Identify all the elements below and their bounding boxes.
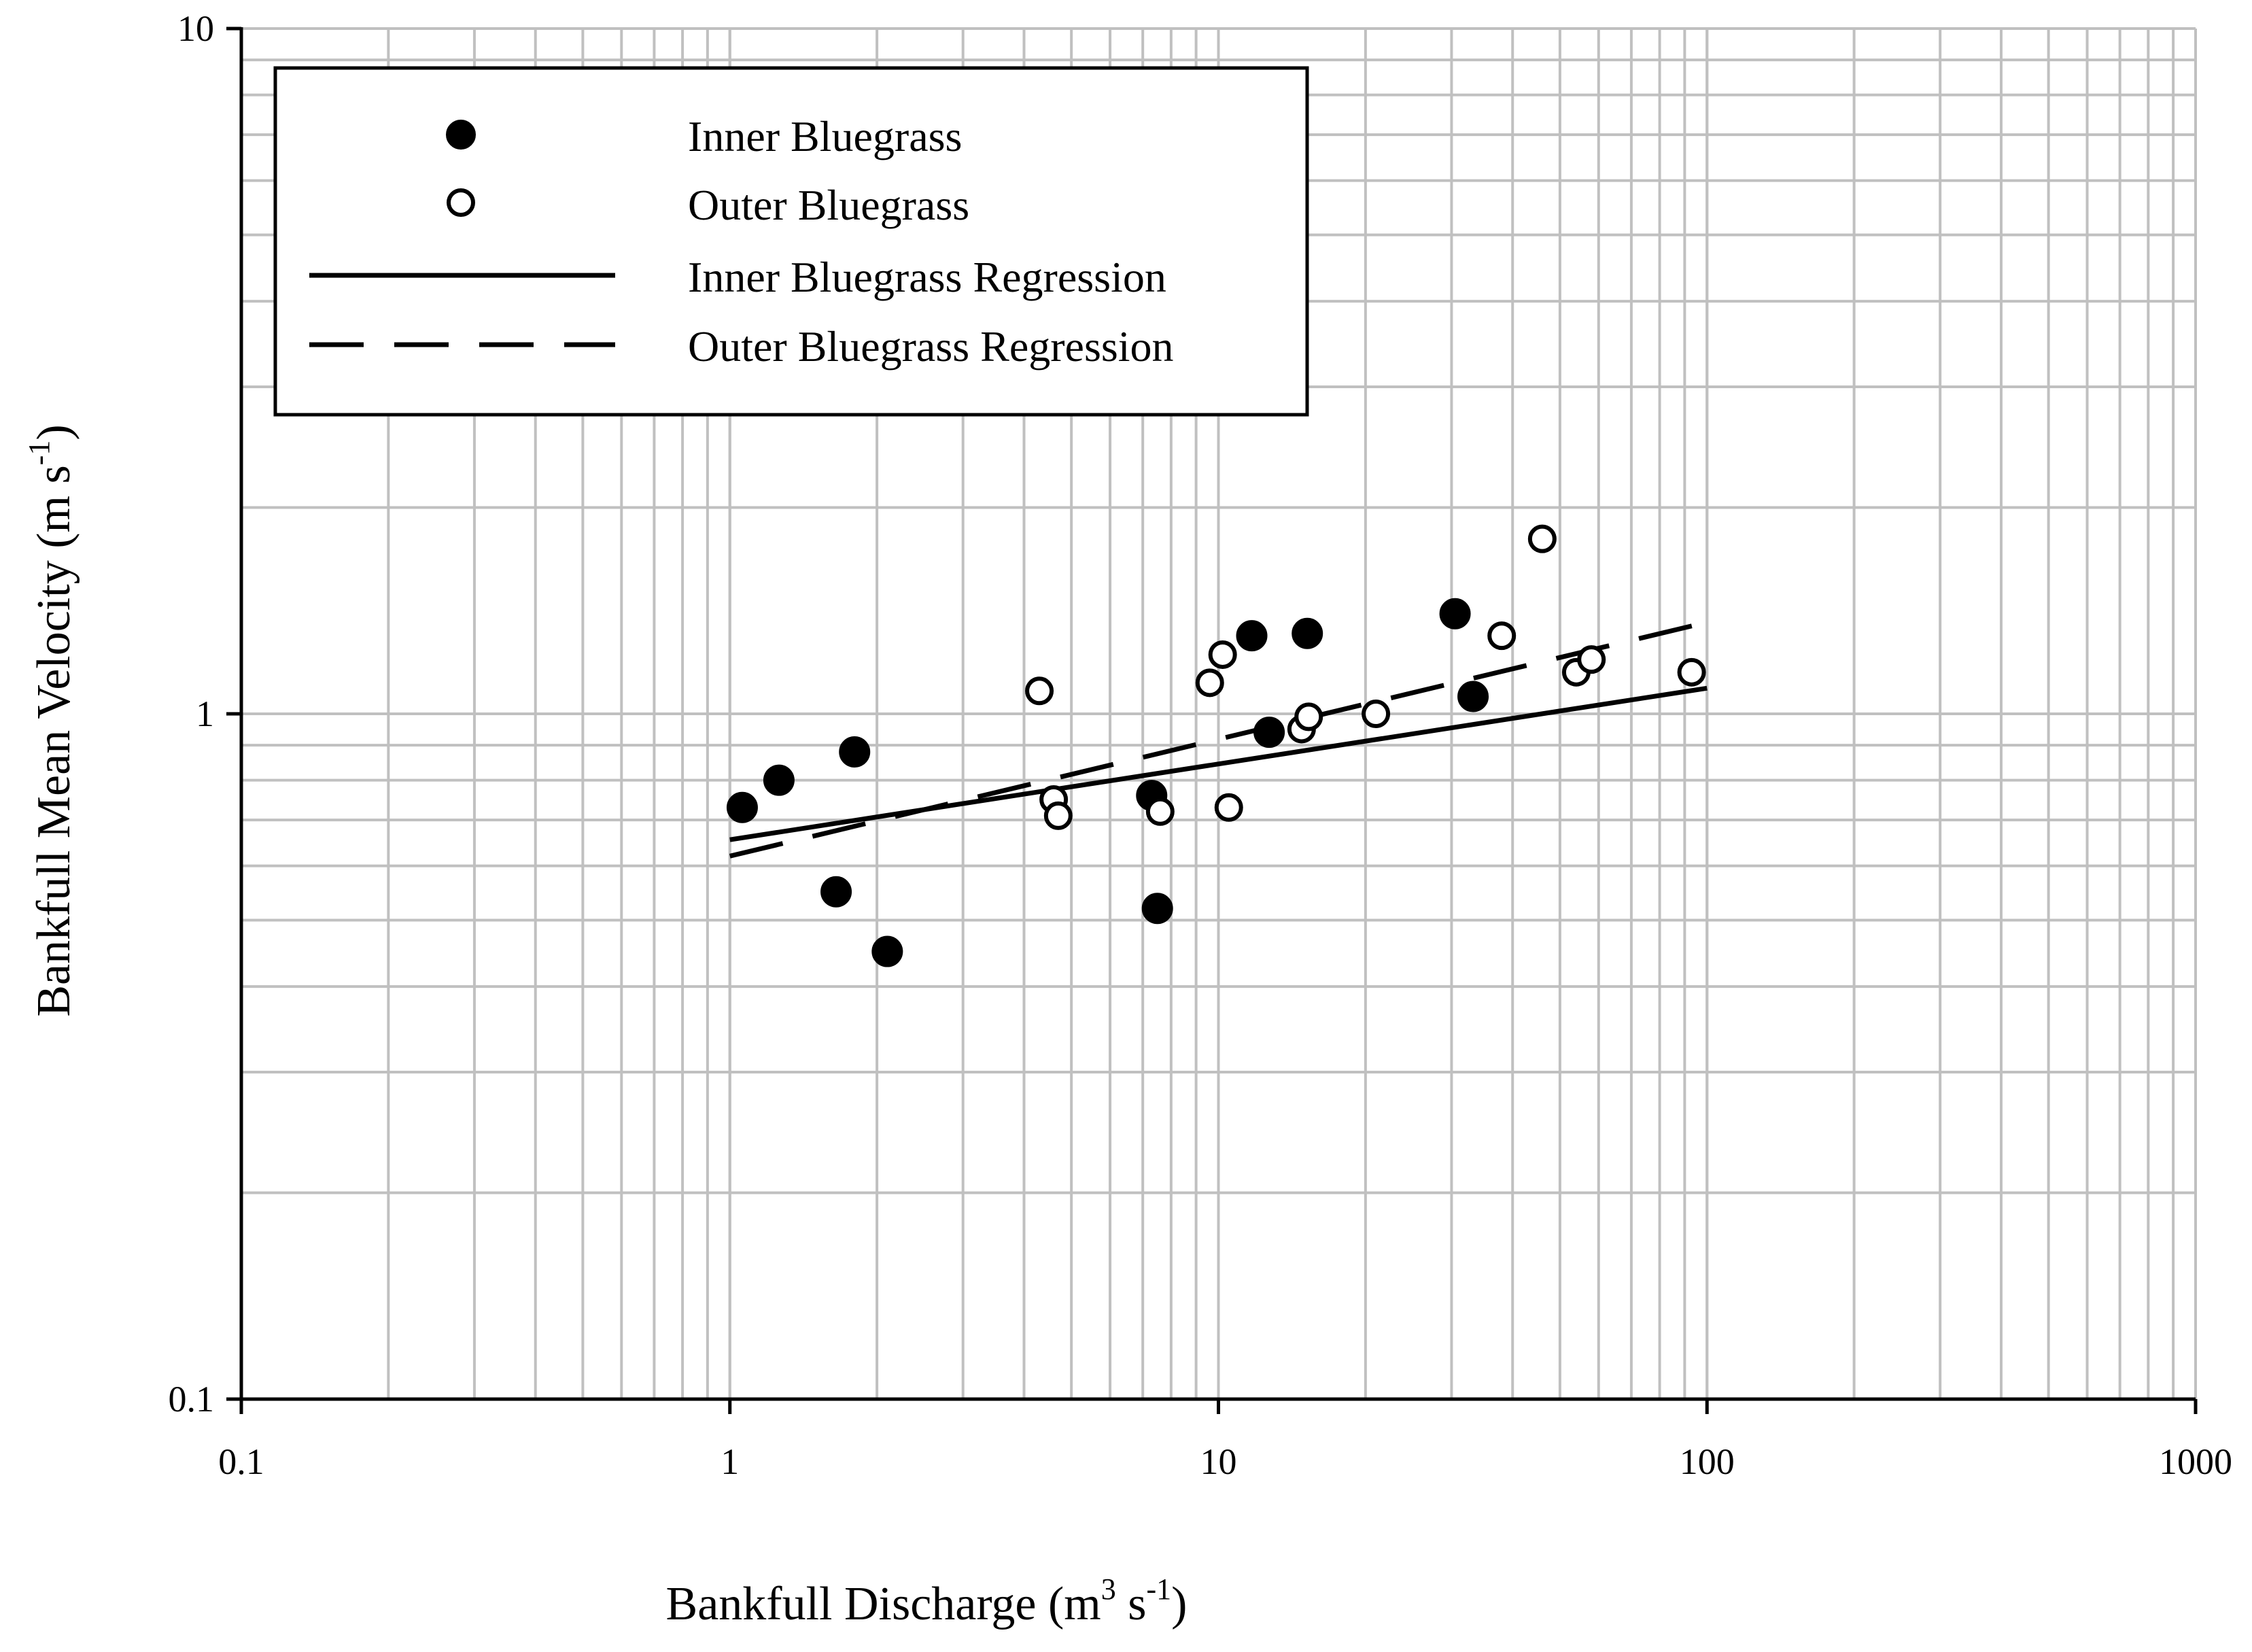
- legend-label-inner-regression: Inner Bluegrass Regression: [688, 253, 1166, 301]
- outer-bluegrass-point: [1677, 657, 1706, 687]
- x-tick-labels: 0.1 1 10 100 1000: [218, 1441, 2232, 1482]
- legend-marker-inner-bluegrass: [446, 120, 476, 150]
- inner-bluegrass-point: [726, 791, 758, 823]
- regression-lines: [729, 619, 1708, 859]
- x-tick-label: 0.1: [218, 1441, 264, 1482]
- outer-bluegrass-point: [1487, 621, 1517, 651]
- outer-bluegrass-point: [1025, 676, 1054, 706]
- inner-bluegrass-point: [820, 876, 852, 908]
- y-tick-label: 0.1: [169, 1379, 215, 1419]
- legend-box: [273, 66, 1309, 417]
- inner-bluegrass-point: [871, 935, 903, 967]
- x-tick-label: 1: [721, 1441, 739, 1482]
- inner-bluegrass-point: [1457, 681, 1489, 712]
- outer-bluegrass-point: [1527, 524, 1557, 553]
- legend-label-outer-regression: Outer Bluegrass Regression: [688, 322, 1174, 371]
- y-tick-label: 10: [177, 8, 214, 49]
- x-axis-label: Bankfull Discharge (m3 s-1): [666, 1572, 1188, 1630]
- x-tick-label: 10: [1200, 1441, 1237, 1482]
- outer-bluegrass-point: [1362, 700, 1391, 728]
- x-tick-label: 1000: [2159, 1441, 2232, 1482]
- y-axis-label: Bankfull Mean Velocity (m s-1): [22, 424, 80, 1016]
- inner-bluegrass-point: [1292, 617, 1323, 649]
- x-tick-label: 100: [1680, 1441, 1735, 1482]
- outer-bluegrass-point: [1294, 702, 1323, 732]
- outer-bluegrass-point: [1208, 640, 1237, 669]
- legend-marker-outer-bluegrass: [447, 188, 475, 217]
- inner-bluegrass-point: [1236, 620, 1268, 652]
- inner-bluegrass-regression-line: [729, 685, 1708, 842]
- inner-bluegrass-point: [839, 736, 871, 768]
- y-tick-labels: 0.1 1 10: [169, 8, 215, 1419]
- outer-bluegrass-point: [1577, 645, 1606, 674]
- outer-bluegrass-point: [1214, 793, 1243, 822]
- legend-label-outer-bluegrass: Outer Bluegrass: [688, 181, 969, 229]
- axes: [226, 27, 2198, 1414]
- inner-bluegrass-point: [1253, 717, 1285, 748]
- inner-bluegrass-point: [1141, 893, 1173, 925]
- outer-bluegrass-point: [1145, 797, 1175, 826]
- inner-bluegrass-point: [763, 764, 795, 796]
- outer-bluegrass-point: [1195, 668, 1224, 698]
- legend-label-inner-bluegrass: Inner Bluegrass: [688, 112, 962, 160]
- inner-bluegrass-point: [1439, 598, 1471, 630]
- data-points: [726, 524, 1706, 967]
- legend: Inner Bluegrass Outer Bluegrass Inner Bl…: [273, 66, 1309, 417]
- y-tick-label: 1: [196, 693, 214, 734]
- outer-bluegrass-point: [1043, 801, 1073, 830]
